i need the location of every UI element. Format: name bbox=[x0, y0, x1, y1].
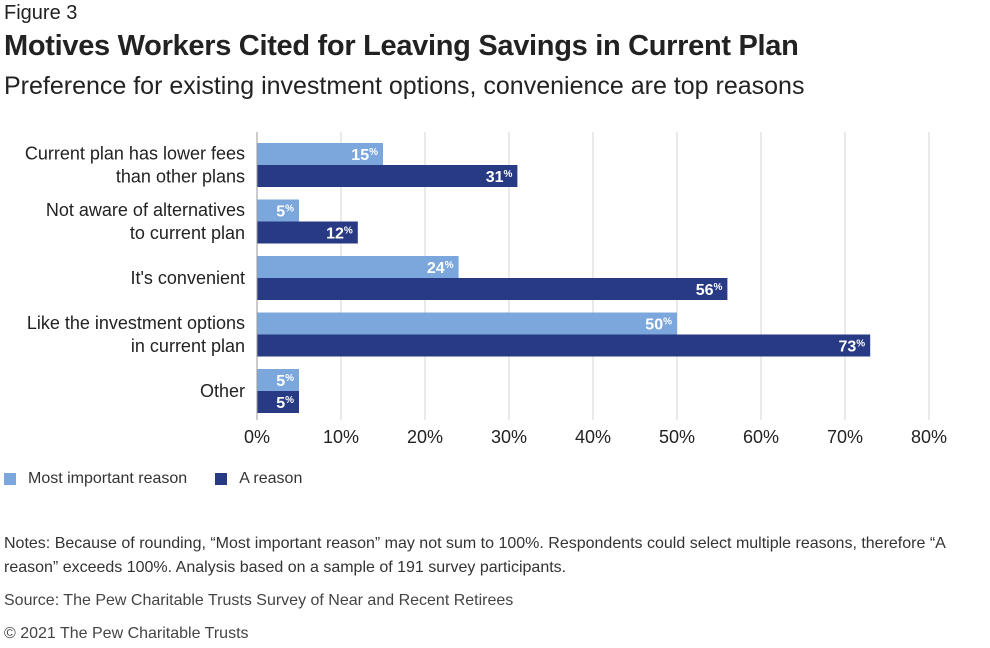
chart-notes: Notes: Because of rounding, “Most import… bbox=[4, 535, 945, 576]
bar bbox=[257, 278, 728, 300]
legend-swatch-a-reason bbox=[215, 473, 228, 485]
data-label: 50% bbox=[645, 317, 672, 334]
x-tick-label: 0% bbox=[244, 427, 270, 447]
bar bbox=[257, 199, 299, 222]
category-label: Not aware of alternatives bbox=[46, 200, 245, 220]
x-tick-label: 80% bbox=[911, 427, 947, 447]
category-label: Like the investment options bbox=[27, 313, 245, 333]
bar bbox=[257, 312, 677, 335]
bar bbox=[257, 369, 299, 391]
bar bbox=[257, 143, 383, 165]
category-label: in current plan bbox=[131, 336, 245, 356]
data-label: 24% bbox=[427, 260, 454, 277]
legend-label-a-reason: A reason bbox=[239, 470, 303, 487]
category-label: It's convenient bbox=[130, 268, 245, 288]
bar bbox=[257, 256, 459, 278]
chart-subtitle: Preference for existing investment optio… bbox=[4, 72, 805, 100]
x-tick-label: 30% bbox=[491, 427, 527, 447]
chart-title: Motives Workers Cited for Leaving Saving… bbox=[4, 30, 799, 62]
data-label: 15% bbox=[351, 147, 378, 164]
category-label: than other plans bbox=[116, 167, 245, 187]
category-label: Current plan has lower fees bbox=[25, 144, 245, 164]
x-tick-label: 70% bbox=[827, 427, 863, 447]
bar bbox=[257, 334, 871, 357]
data-label: 73% bbox=[838, 339, 865, 356]
data-label: 12% bbox=[326, 226, 353, 243]
legend-label-most-important: Most important reason bbox=[28, 470, 188, 487]
x-tick-label: 60% bbox=[743, 427, 779, 447]
data-label: 5% bbox=[276, 395, 294, 412]
x-tick-label: 10% bbox=[323, 427, 359, 447]
legend: Most important reason A reason bbox=[4, 470, 330, 488]
x-tick-label: 20% bbox=[407, 427, 443, 447]
data-label: 5% bbox=[276, 373, 294, 390]
bar bbox=[257, 391, 299, 413]
data-label: 31% bbox=[486, 169, 513, 186]
bar bbox=[257, 221, 358, 244]
data-label: 56% bbox=[696, 282, 723, 299]
chart-source: Source: The Pew Charitable Trusts Survey… bbox=[4, 592, 514, 609]
x-tick-label: 50% bbox=[659, 427, 695, 447]
legend-item-most-important: Most important reason bbox=[4, 470, 187, 488]
category-label: to current plan bbox=[130, 223, 245, 243]
data-label: 5% bbox=[276, 204, 294, 221]
category-label: Other bbox=[200, 381, 245, 401]
x-tick-label: 40% bbox=[575, 427, 611, 447]
bar-chart: 0% 10% 20% 30% 40% 50% 60% 70% 80% 15% 31% Current … bbox=[25, 132, 947, 447]
legend-swatch-most-important bbox=[4, 473, 16, 485]
bar bbox=[257, 165, 518, 187]
figure-label: Figure 3 bbox=[4, 2, 78, 24]
legend-item-a-reason: A reason bbox=[215, 470, 302, 488]
copyright: © 2021 The Pew Charitable Trusts bbox=[4, 625, 249, 642]
